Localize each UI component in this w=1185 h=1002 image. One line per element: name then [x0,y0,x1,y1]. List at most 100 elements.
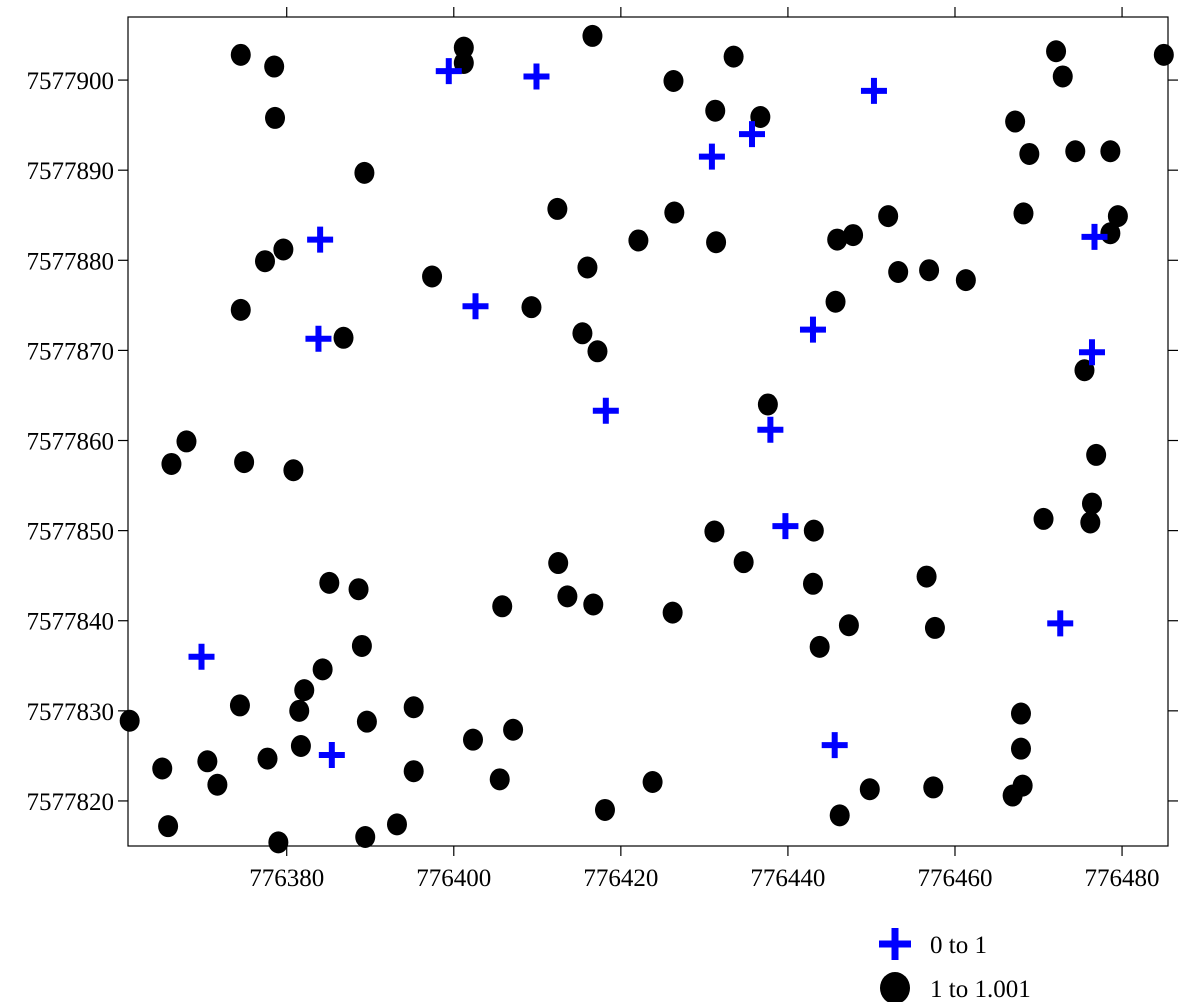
circle-marker [176,430,197,453]
circle-marker [924,616,945,639]
circle-marker [422,265,443,288]
circle-marker [289,699,310,722]
circle-marker [234,451,255,474]
circle-marker [594,798,615,821]
circle-marker [257,747,278,770]
circle-marker [503,718,524,741]
circle-marker [1033,507,1054,530]
circle-marker [557,585,578,608]
circle-marker [1080,511,1101,534]
circle-marker [809,635,830,658]
cross-marker [1081,223,1108,250]
circle-marker [1046,40,1067,63]
circle-marker [829,804,850,827]
circle-marker [462,728,483,751]
circle-marker [757,393,778,416]
circle-marker [453,36,474,59]
circle-marker [642,771,663,794]
circle-marker [161,452,182,475]
circle-marker [1010,737,1031,760]
circle-marker [356,710,377,733]
circle-marker [1052,65,1073,88]
circle-marker [348,578,369,601]
cross-marker [821,732,848,759]
circle-marker [547,197,568,220]
circle-marker [1002,784,1023,807]
legend-cross-icon [879,928,911,960]
circle-marker [197,750,218,773]
circle-marker [265,106,286,129]
circle-marker [319,571,340,594]
circle-marker [916,565,937,588]
cross-marker [1078,339,1105,366]
y-tick-label: 7577860 [27,429,115,456]
circle-marker [1019,142,1040,165]
y-tick-label: 7577890 [27,158,115,185]
circle-marker [403,760,424,783]
circle-marker [572,322,593,345]
circle-marker [264,55,285,78]
legend: 0 to 1 1 to 1.001 [879,928,1031,1002]
circle-marker [312,658,333,681]
circle-marker [827,228,848,251]
circle-marker [1013,202,1034,225]
y-tick-label: 7577820 [27,789,115,816]
circle-marker [1065,140,1086,163]
circle-marker [351,634,372,657]
circle-marker [1081,492,1102,515]
circle-marker [706,231,727,254]
y-tick-label: 7577850 [27,519,115,546]
circle-marker [548,552,569,575]
cross-marker [435,58,462,85]
x-tick-label: 776440 [750,865,825,892]
x-tick-label: 776400 [416,865,491,892]
circle-marker [704,520,725,543]
tick-labels: 776380 776400 776420 776440 776460 776480 7577… [27,68,1160,892]
circle-marker [207,773,228,796]
legend-circle-icon [880,972,910,1002]
circle-marker [268,831,289,854]
circle-marker [583,593,604,616]
cross-marker [799,316,826,343]
circle-marker [1100,140,1121,163]
circle-marker [923,776,944,799]
cross-marker [188,643,215,670]
cross-marker [523,63,550,90]
plot-frame [127,16,1169,847]
y-tick-label: 7577830 [27,699,115,726]
circle-marker [803,519,824,542]
circle-marker [1100,222,1121,245]
x-tick-label: 776420 [583,865,658,892]
circle-marker [723,45,744,68]
circle-marker [733,551,754,574]
circle-marker [230,298,251,321]
circle-marker [663,69,684,92]
cross-marker [305,325,332,352]
x-tick-label: 776480 [1085,865,1160,892]
cross-marker [772,513,799,540]
circle-marker [919,259,940,282]
circle-marker [859,778,880,801]
circle-marker [158,815,179,838]
legend-item: 0 to 1 [879,928,987,960]
circle-marker [521,296,542,319]
circle-marker [888,261,909,284]
circle-marker [1005,110,1026,133]
circle-marker [254,250,275,273]
circle-marker [750,106,771,129]
circle-marker [705,99,726,122]
circle-marker [825,290,846,313]
circle-marker [662,601,683,624]
circle-marker [403,696,424,719]
circle-marker [664,201,685,224]
circle-marker [802,572,823,595]
circle-marker [386,813,407,836]
circle-marker [587,340,608,363]
circle-marker [354,161,375,184]
cross-marker [462,293,489,320]
cross-marker [592,397,619,424]
x-tick-label: 776460 [917,865,992,892]
legend-item: 1 to 1.001 [880,972,1031,1002]
y-tick-label: 7577840 [27,609,115,636]
